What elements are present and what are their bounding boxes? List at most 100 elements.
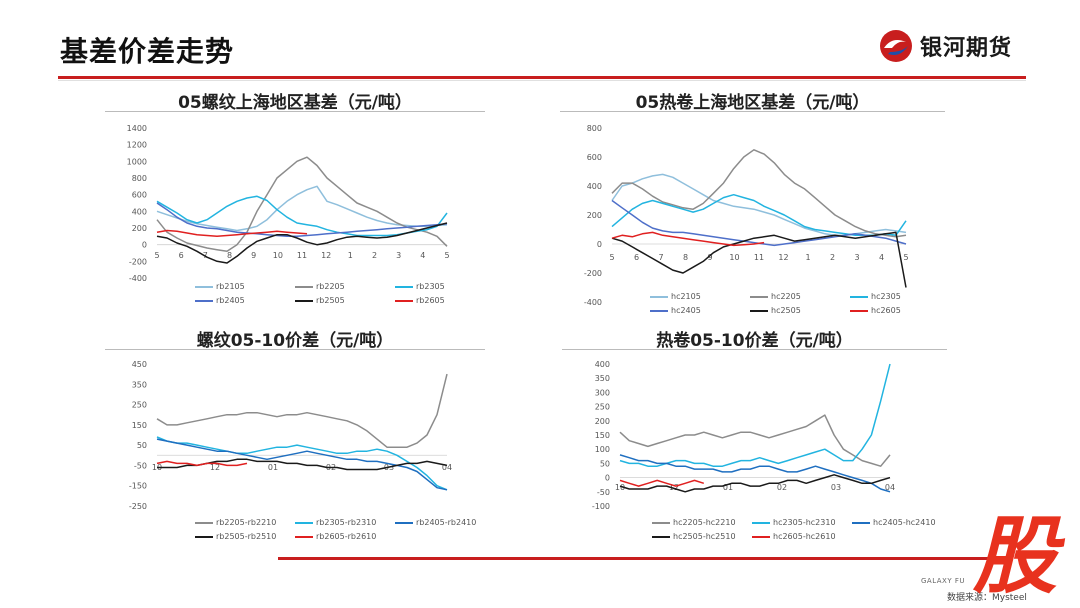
x-tick-label: 12 (210, 463, 220, 472)
series-line-hc2305 (611, 193, 907, 237)
x-tick-label: 12 (321, 251, 331, 260)
y-tick-label: 350 (132, 380, 147, 389)
x-tick-label: 5 (609, 253, 614, 262)
legend-label: rb2205 (316, 282, 345, 291)
x-tick-label: 01 (268, 463, 278, 472)
series-line-rb2105 (156, 185, 448, 232)
y-tick-label: 100 (595, 445, 610, 454)
y-tick-label: 400 (587, 182, 602, 191)
x-tick-label: 8 (683, 253, 688, 262)
x-tick-label: 11 (754, 253, 764, 262)
legend-swatch (195, 285, 213, 288)
legend-swatch (395, 285, 413, 288)
legend-swatch (652, 535, 670, 538)
legend-label: hc2605-hc2610 (773, 532, 836, 541)
series-line-rb2505 (156, 222, 448, 264)
legend-label: hc2205 (771, 292, 801, 301)
legend-label: hc2105 (671, 292, 701, 301)
legend-swatch (750, 295, 768, 298)
chart-title: 螺纹05-10价差（元/吨） (196, 331, 394, 351)
series-line-hc2405-hc2410 (619, 454, 891, 493)
legend-item: hc2305-hc2310 (752, 518, 836, 527)
x-tick-label: 8 (227, 251, 232, 260)
y-tick-label: 400 (595, 360, 610, 369)
legend-item: rb2505 (295, 296, 345, 305)
x-tick-label: 9 (707, 253, 712, 262)
chart-title: 05螺纹上海地区基差（元/吨） (178, 93, 412, 113)
watermark-stamp-icon: 股 (972, 507, 1066, 605)
title-underline (105, 111, 485, 112)
legend-swatch (852, 521, 870, 524)
legend-item: hc2205 (750, 292, 801, 301)
legend-item: rb2205 (295, 282, 345, 291)
x-tick-label: 9 (251, 251, 256, 260)
data-source: 数据来源：Mysteel (947, 593, 1027, 603)
y-tick-label: -150 (129, 482, 147, 491)
footer-divider (278, 557, 1000, 560)
legend-swatch (295, 535, 313, 538)
brand-name: 银河期货 (920, 36, 1013, 61)
series-line-rb2205 (156, 156, 448, 253)
x-tick-label: 1 (805, 253, 810, 262)
legend-label: hc2305 (871, 292, 901, 301)
series-line-hc2605 (611, 231, 765, 247)
galaxy-footer-text: GALAXY FU (921, 577, 966, 585)
legend-label: rb2405 (216, 296, 245, 305)
legend-label: rb2305-rb2310 (316, 518, 377, 527)
legend-item: hc2305 (850, 292, 901, 301)
chart-legend: hc2105 hc2205 hc2305 hc2405 hc2505 hc2605 (560, 292, 945, 322)
legend-item: rb2305 (395, 282, 445, 291)
y-tick-label: 250 (595, 403, 610, 412)
x-tick-label: 01 (723, 483, 733, 492)
y-tick-label: 600 (587, 153, 602, 162)
legend-label: rb2605 (416, 296, 445, 305)
x-tick-label: 04 (442, 463, 452, 472)
legend-swatch (652, 521, 670, 524)
legend-label: rb2505 (316, 296, 345, 305)
y-tick-label: 400 (132, 207, 147, 216)
legend-label: rb2505-rb2510 (216, 532, 277, 541)
y-tick-label: 0 (605, 474, 610, 483)
legend-item: rb2405-rb2410 (395, 518, 476, 527)
series-line-hc2205 (611, 149, 907, 238)
x-tick-label: 2 (830, 253, 835, 262)
series-line-hc2205-hc2210 (619, 414, 891, 467)
y-tick-label: -400 (584, 298, 602, 307)
chart-legend: rb2105 rb2205 rb2305 rb2405 rb2505 rb2605 (105, 282, 485, 312)
x-tick-label: 4 (420, 251, 425, 260)
legend-swatch (195, 521, 213, 524)
chart-legend: hc2205-hc2210 hc2305-hc2310 hc2405-hc2410 h… (562, 518, 947, 548)
legend-item: rb2305-rb2310 (295, 518, 376, 527)
legend-label: hc2605 (871, 306, 901, 315)
y-tick-label: 150 (132, 421, 147, 430)
x-tick-label: 10 (729, 253, 739, 262)
legend-item: rb2605 (395, 296, 445, 305)
legend-label: hc2505 (771, 306, 801, 315)
y-tick-label: -50 (134, 461, 147, 470)
chart-panel-hc-basis: 05热卷上海地区基差（元/吨） 800 600 400 200 0 -200 -400 5 6 7… (560, 86, 945, 326)
x-tick-label: 04 (885, 483, 895, 492)
title-underline (562, 349, 947, 350)
x-tick-label: 1 (348, 251, 353, 260)
y-tick-label: 800 (587, 124, 602, 133)
legend-item: rb2605-rb2610 (295, 532, 376, 541)
y-tick-label: -250 (129, 502, 147, 511)
legend-swatch (650, 309, 668, 312)
y-tick-label: 1200 (127, 141, 147, 150)
chart-hc-spread: 400 350 300 250 200 150 100 50 0 -50 -100 10 12 01 02 0… (592, 360, 895, 511)
x-tick-label: 4 (879, 253, 884, 262)
legend-item: hc2605 (850, 306, 901, 315)
legend-swatch (395, 299, 413, 302)
y-tick-label: 200 (587, 211, 602, 220)
legend-label: rb2605-rb2610 (316, 532, 377, 541)
y-tick-label: 600 (132, 191, 147, 200)
y-tick-label: 0 (597, 240, 602, 249)
legend-item: rb2205-rb2210 (195, 518, 276, 527)
y-tick-label: 50 (600, 459, 610, 468)
x-tick-label: 3 (854, 253, 859, 262)
legend-swatch (650, 295, 668, 298)
legend-item: hc2405 (650, 306, 701, 315)
legend-label: hc2405 (671, 306, 701, 315)
legend-label: hc2305-hc2310 (773, 518, 836, 527)
